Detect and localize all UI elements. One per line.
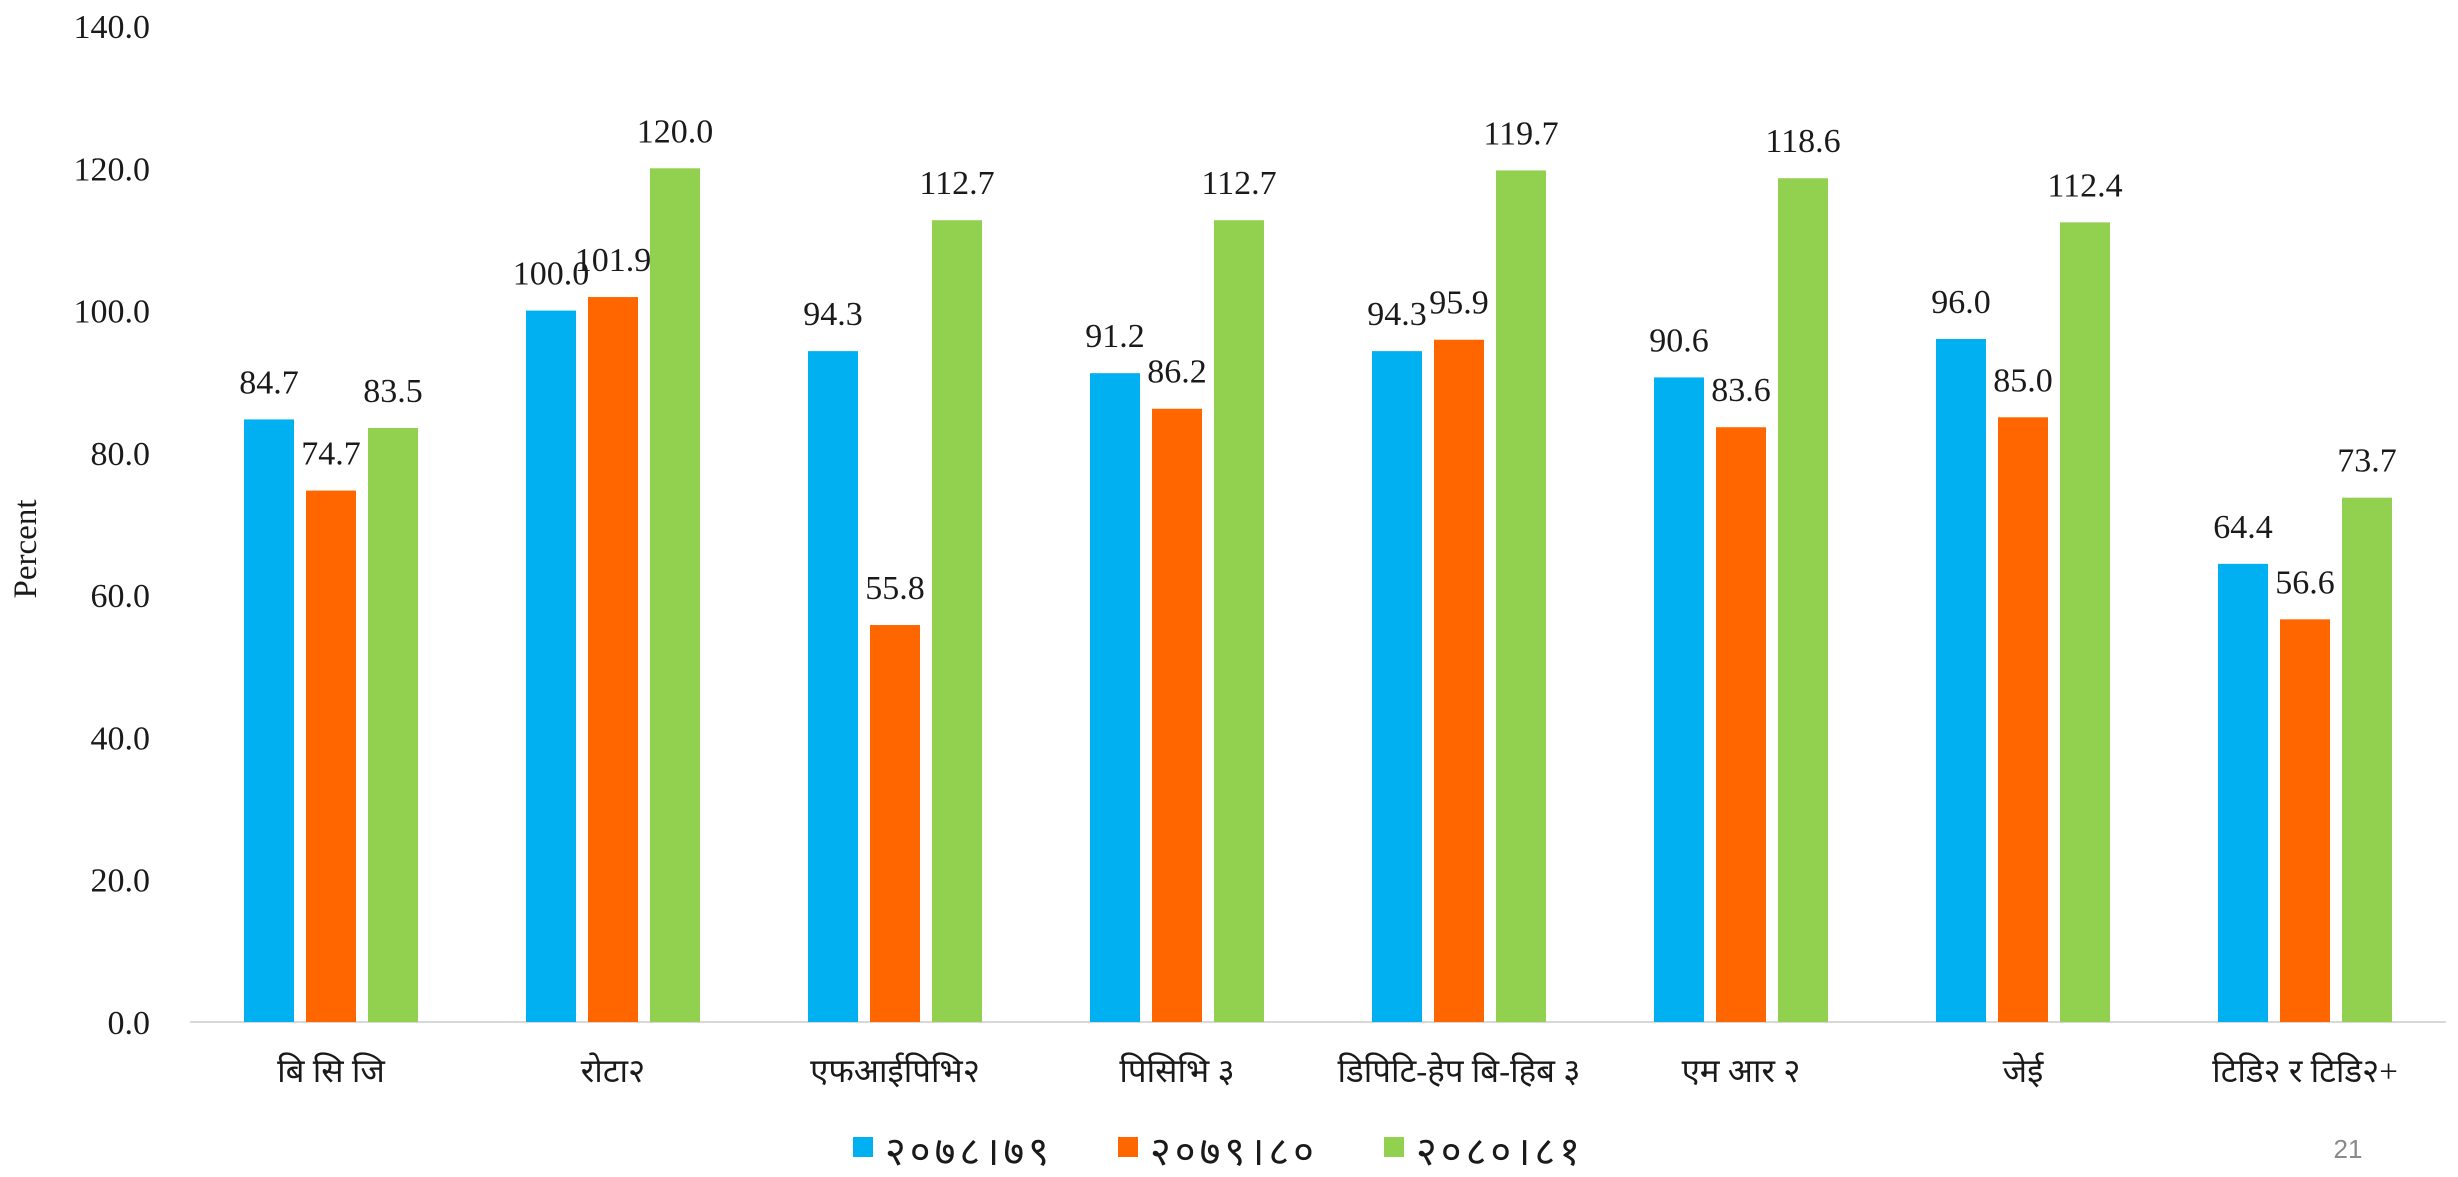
data-label: 96.0	[1931, 284, 1991, 321]
data-label: 84.7	[239, 364, 299, 401]
data-label: 120.0	[637, 113, 714, 150]
bar-1-2	[526, 310, 576, 1023]
bar-2-5	[1434, 339, 1484, 1022]
data-label: 100.0	[513, 256, 590, 293]
data-label: 83.6	[1711, 372, 1771, 409]
bar-3-5	[1496, 170, 1546, 1023]
data-label: 94.3	[803, 296, 863, 333]
legend-label: २०७९।८०	[1150, 1129, 1318, 1174]
category-label: एफआईपिभि२	[810, 1052, 980, 1090]
bar-3-1	[368, 427, 418, 1022]
category-label: रोटा२	[581, 1052, 645, 1090]
bar-1-8	[2218, 563, 2268, 1022]
category-label: टिडि२ र टिडि२+	[2212, 1052, 2398, 1090]
y-axis-ticks: 0.0 20.0 40.0 60.0 80.0 100.0 120.0 140.0	[74, 9, 151, 1042]
data-label: 95.9	[1429, 285, 1489, 322]
data-label: 86.2	[1147, 354, 1207, 391]
bars	[244, 168, 2392, 1023]
category-label: एम आर २	[1682, 1054, 1801, 1090]
legend-label: २०८०।८१	[1416, 1129, 1584, 1174]
data-label: 94.3	[1367, 296, 1427, 333]
bar-2-2	[588, 297, 638, 1022]
data-label: 55.8	[865, 570, 925, 607]
data-label: 112.4	[2047, 167, 2122, 204]
bar-2-1	[306, 490, 356, 1022]
y-tick-label: 0.0	[108, 1005, 151, 1042]
category-label: जेई	[2003, 1052, 2045, 1090]
bar-1-7	[1936, 339, 1986, 1022]
bar-2-6	[1716, 427, 1766, 1022]
bar-3-3	[932, 220, 982, 1023]
data-label: 64.4	[2213, 509, 2273, 546]
y-tick-label: 80.0	[91, 436, 151, 473]
y-tick-label: 20.0	[91, 863, 151, 900]
legend-swatch	[1118, 1137, 1138, 1157]
data-label: 101.9	[575, 242, 652, 279]
data-label: 85.0	[1993, 362, 2053, 399]
bar-1-5	[1372, 351, 1422, 1022]
data-label: 73.7	[2337, 443, 2397, 480]
data-label: 118.6	[1765, 123, 1840, 160]
bar-3-4	[1214, 220, 1264, 1023]
legend-label: २०७८।७९	[885, 1129, 1053, 1174]
bar-3-8	[2342, 497, 2392, 1023]
data-label: 91.2	[1085, 318, 1145, 355]
bar-1-4	[1090, 373, 1140, 1023]
category-label: पिसिभि ३	[1119, 1052, 1234, 1090]
bar-3-6	[1778, 178, 1828, 1022]
y-tick-label: 120.0	[74, 151, 151, 188]
data-label: 119.7	[1483, 115, 1558, 152]
bar-2-4	[1152, 408, 1202, 1023]
bar-1-1	[244, 419, 294, 1022]
bar-2-3	[870, 625, 920, 1022]
data-label: 56.6	[2275, 564, 2335, 601]
y-tick-label: 40.0	[91, 720, 151, 757]
legend-swatch	[1384, 1137, 1404, 1157]
category-label: बि सि जि	[277, 1052, 385, 1090]
data-label: 90.6	[1649, 322, 1709, 359]
data-label: 83.5	[363, 373, 423, 410]
category-label: डिपिटि-हेप बि-हिब ३	[1338, 1052, 1581, 1090]
bar-2-7	[1998, 417, 2048, 1022]
bar-3-7	[2060, 222, 2110, 1023]
y-axis-label: Percent	[8, 500, 44, 599]
data-label: 112.7	[919, 165, 994, 202]
bar-1-3	[808, 351, 858, 1022]
bar-2-8	[2280, 619, 2330, 1022]
bar-1-6	[1654, 377, 1704, 1023]
legend-swatch	[853, 1137, 873, 1157]
bar-3-2	[650, 168, 700, 1023]
y-tick-label: 140.0	[74, 9, 151, 46]
legend: २०७८।७९ २०७९।८० २०८०।८१	[853, 1129, 1584, 1174]
y-tick-label: 100.0	[74, 294, 151, 331]
data-label: 74.7	[301, 436, 361, 473]
y-tick-label: 60.0	[91, 578, 151, 615]
page-number: 21	[2334, 1134, 2363, 1164]
x-axis-categories: बि सि जि रोटा२ एफआईपिभि२ पिसिभि ३ डिपिटि-हेप…	[277, 1052, 2398, 1090]
data-label: 112.7	[1201, 165, 1276, 202]
